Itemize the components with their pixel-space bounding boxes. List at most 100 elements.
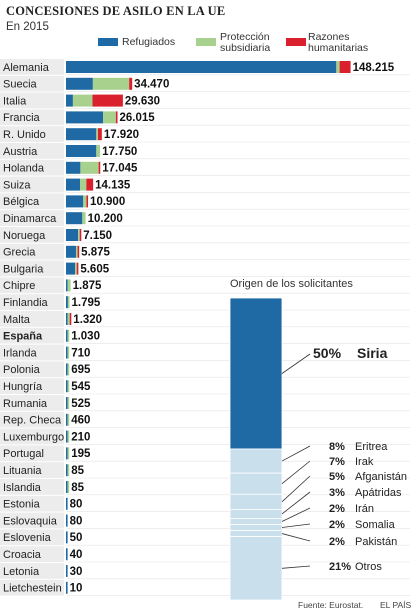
bar-suiza-refugiados: [66, 178, 81, 191]
bar-polonia-proteccion-subsidiaria: [67, 363, 70, 376]
origin-leader-afganistan: [281, 475, 311, 503]
bar-suecia-refugiados: [66, 77, 93, 90]
row-label-polonia: Polonia: [3, 364, 41, 376]
row-label-hungria: Hungría: [3, 381, 43, 393]
bar-bulgaria-refugiados: [66, 262, 76, 275]
origin-label-somalia: Somalia: [355, 519, 396, 531]
origin-segment-apatridas: [229, 508, 283, 519]
row-label-noruega: Noruega: [3, 230, 46, 242]
origin-label-apatridas: Apátridas: [355, 487, 402, 499]
total-label-italia: 29.630: [125, 95, 160, 107]
total-label-lietchestein: 10: [70, 583, 83, 595]
legend-label-refugiados: Refugiados: [122, 36, 176, 48]
row-label-bg-francia: [0, 109, 64, 126]
origin-value-apatridas: 3%: [329, 487, 345, 499]
total-label-dinamarca: 10.200: [88, 213, 123, 225]
bar-rumania-proteccion-subsidiaria: [67, 397, 70, 409]
bar-lituania-proteccion-subsidiaria: [67, 464, 70, 477]
bar-croacia-refugiados: [66, 548, 68, 561]
total-label-malta: 1.320: [73, 314, 102, 326]
bar-rep-checa-refugiados: [66, 413, 68, 426]
total-label-hungria: 545: [71, 381, 91, 393]
chart-subtitle: En 2015: [6, 21, 49, 33]
origin-label-iran: Irán: [355, 503, 374, 515]
origin-label-pakistan: Pakistán: [355, 536, 397, 548]
bar-malta-razones-humanitarias: [69, 313, 72, 325]
bar-grecia-proteccion-subsidiaria: [75, 245, 78, 258]
row-label-bg-bulgaria: [0, 260, 64, 277]
bar-belgica-refugiados: [66, 195, 84, 208]
total-label-letonia: 30: [70, 566, 83, 578]
bar-lietchestein-refugiados: [66, 581, 68, 594]
total-label-islandia: 85: [71, 482, 84, 494]
origin-segment-siria: [229, 297, 283, 450]
row-label-bg-islandia: [0, 479, 64, 495]
bar-malta-proteccion-subsidiaria: [67, 313, 70, 325]
row-label-lietchestein: Lietchestein: [3, 583, 62, 595]
row-label-r-unido: R. Unido: [3, 129, 46, 141]
row-label-bg-letonia: [0, 563, 64, 579]
row-label-bg-finlandia: [0, 294, 64, 310]
bar-austria-proteccion-subsidiaria: [96, 145, 101, 157]
origin-leader-irak: [281, 460, 311, 485]
row-label-holanda: Holanda: [3, 163, 45, 175]
bar-suiza-razones-humanitarias: [86, 178, 94, 191]
row-label-estonia: Estonia: [3, 499, 41, 511]
row-label-suiza: Suiza: [3, 179, 31, 191]
bar-grecia-refugiados: [66, 245, 76, 258]
row-label-bg-estonia: [0, 495, 64, 512]
bar-austria-refugiados: [66, 145, 97, 157]
bar-islandia-proteccion-subsidiaria: [67, 481, 70, 493]
total-label-suiza: 14.135: [95, 179, 131, 191]
row-label-bg-noruega: [0, 227, 64, 243]
bar-francia-proteccion-subsidiaria: [103, 111, 116, 124]
bar-italia-refugiados: [66, 94, 73, 107]
origin-segment-eritrea: [229, 448, 283, 474]
row-label-bg-lituania: [0, 462, 64, 478]
row-label-bg-alemania: [0, 59, 64, 75]
bar-rep-checa-proteccion-subsidiaria: [67, 413, 70, 426]
origin-label-otros: Otros: [355, 561, 382, 573]
total-label-alemania: 148.215: [353, 62, 395, 74]
origin-value-iran: 2%: [329, 503, 345, 515]
total-label-portugal: 195: [71, 448, 91, 460]
total-label-espana: 1.030: [71, 331, 100, 343]
bar-espana-refugiados: [66, 329, 68, 342]
total-label-eslovaquia: 80: [70, 515, 83, 527]
total-label-belgica: 10.900: [90, 196, 125, 208]
row-label-bg-rep-checa: [0, 411, 64, 428]
total-label-chipre: 1.875: [73, 280, 102, 292]
source-note: Fuente: Eurostat.: [298, 600, 364, 610]
bar-portugal-refugiados: [66, 447, 68, 460]
row-label-bg-espana: [0, 327, 64, 344]
row-label-bg-grecia: [0, 243, 64, 260]
total-label-irlanda: 710: [71, 347, 90, 359]
bar-noruega-refugiados: [66, 229, 79, 241]
row-label-portugal: Portugal: [3, 448, 44, 460]
bar-eslovaquia-refugiados: [66, 514, 68, 527]
row-label-rumania: Rumania: [3, 398, 48, 410]
legend-label-humanitarias: Razones humanitarias: [308, 31, 369, 54]
row-label-chipre: Chipre: [3, 280, 35, 292]
total-label-finlandia: 1.795: [72, 297, 101, 309]
total-label-suecia: 34.470: [134, 79, 169, 91]
row-label-bg-eslovenia: [0, 529, 64, 546]
row-label-grecia: Grecia: [3, 247, 36, 259]
origin-value-pakistan: 2%: [329, 536, 345, 548]
row-label-islandia: Islandia: [3, 482, 42, 494]
total-label-rep-checa: 460: [71, 415, 90, 427]
origin-segment-iran: [229, 518, 283, 525]
bar-francia-refugiados: [66, 111, 104, 124]
row-label-bg-italia: [0, 92, 64, 109]
bar-hungria-proteccion-subsidiaria: [67, 380, 70, 393]
row-label-croacia: Croacia: [3, 549, 42, 561]
row-label-malta: Malta: [3, 314, 31, 326]
origin-value-eritrea: 8%: [329, 441, 345, 453]
bar-grecia-razones-humanitarias: [77, 245, 80, 258]
row-label-bg-r-unido: [0, 126, 64, 142]
bar-polonia-refugiados: [66, 363, 68, 376]
bar-alemania-proteccion-subsidiaria: [336, 61, 340, 73]
bar-dinamarca-proteccion-subsidiaria: [82, 212, 86, 225]
row-label-rep-checa: Rep. Checa: [3, 415, 62, 427]
